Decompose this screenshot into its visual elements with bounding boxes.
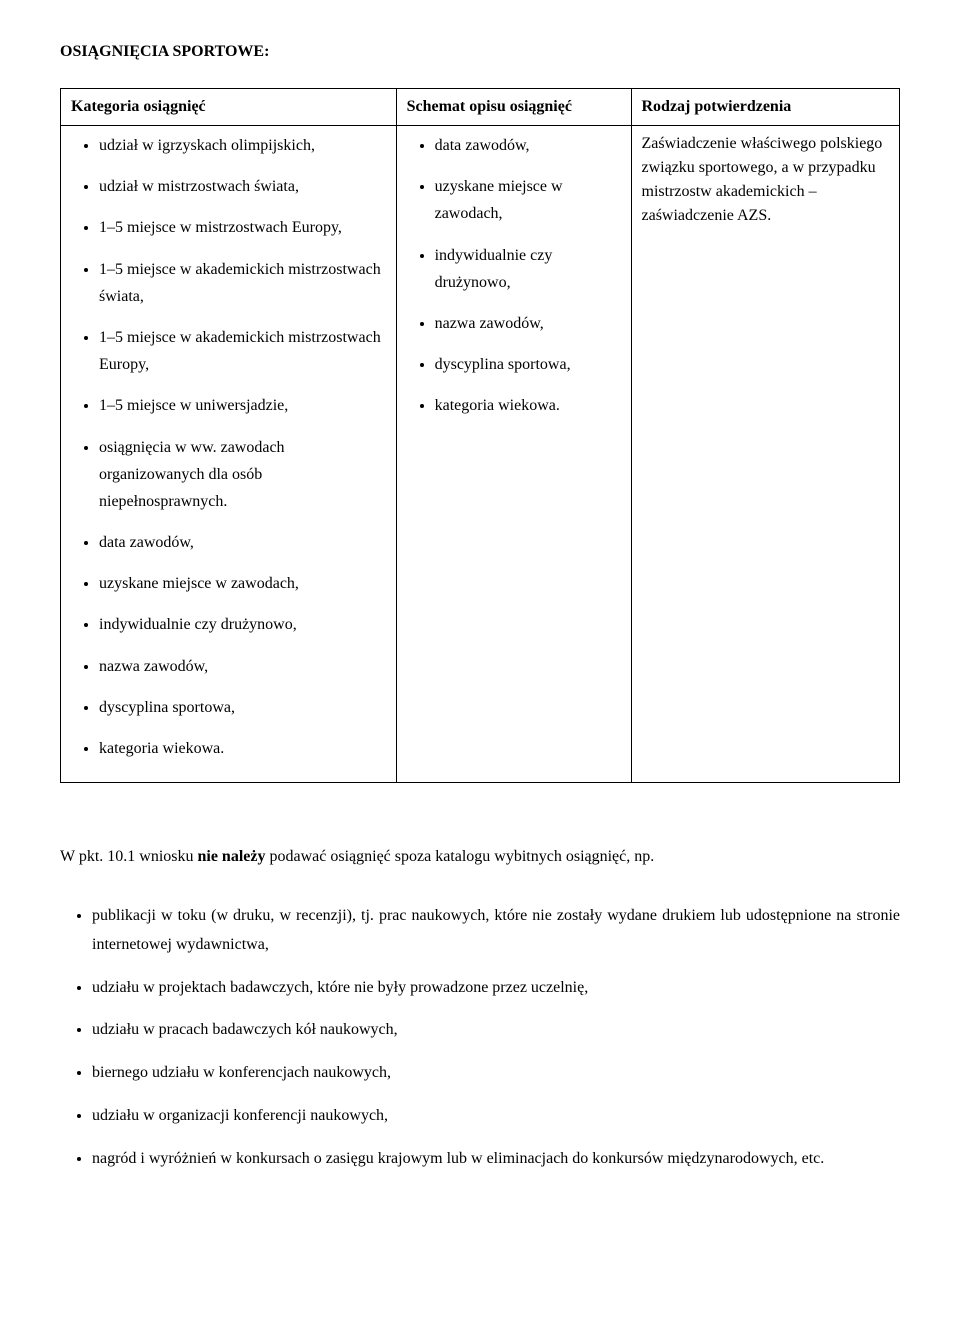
list-item: dyscyplina sportowa, [99, 694, 386, 721]
list-item: uzyskane miejsce w zawodach, [435, 173, 621, 227]
schema-list: data zawodów, uzyskane miejsce w zawodac… [407, 132, 621, 420]
list-item: osiągnięcia w ww. zawodach organizowanyc… [99, 434, 386, 516]
category-list: udział w igrzyskach olimpijskich, udział… [71, 132, 386, 762]
para-post: podawać osiągnięć spoza katalogu wybitny… [265, 848, 654, 865]
list-item: data zawodów, [99, 529, 386, 556]
list-item: indywidualnie czy drużynowo, [435, 242, 621, 296]
cell-schema: data zawodów, uzyskane miejsce w zawodac… [396, 126, 631, 783]
header-category: Kategoria osiągnięć [61, 89, 397, 126]
list-item: indywidualnie czy drużynowo, [99, 611, 386, 638]
list-item: publikacji w toku (w druku, w recenzji),… [92, 902, 900, 960]
list-item: uzyskane miejsce w zawodach, [99, 570, 386, 597]
list-item: kategoria wiekowa. [435, 392, 621, 419]
list-item: udział w igrzyskach olimpijskich, [99, 132, 386, 159]
section-heading: OSIĄGNIĘCIA SPORTOWE: [60, 40, 900, 64]
cell-confirmation: Zaświadczenie właściwego polskiego związ… [631, 126, 900, 783]
list-item: nazwa zawodów, [435, 310, 621, 337]
list-item: 1–5 miejsce w akademickich mistrzostwach… [99, 324, 386, 378]
list-item: kategoria wiekowa. [99, 735, 386, 762]
list-item: biernego udziału w konferencjach naukowy… [92, 1059, 900, 1088]
list-item: udziału w projektach badawczych, które n… [92, 974, 900, 1003]
header-confirmation: Rodzaj potwierdzenia [631, 89, 900, 126]
list-item: 1–5 miejsce w akademickich mistrzostwach… [99, 256, 386, 310]
list-item: 1–5 miejsce w mistrzostwach Europy, [99, 214, 386, 241]
list-item: nazwa zawodów, [99, 653, 386, 680]
list-item: udziału w organizacji konferencji naukow… [92, 1102, 900, 1131]
achievements-table: Kategoria osiągnięć Schemat opisu osiągn… [60, 88, 900, 783]
header-schema: Schemat opisu osiągnięć [396, 89, 631, 126]
list-item: udziału w pracach badawczych kół naukowy… [92, 1016, 900, 1045]
note-paragraph: W pkt. 10.1 wniosku nie należy podawać o… [60, 843, 900, 872]
list-item: nagród i wyróżnień w konkursach o zasięg… [92, 1145, 900, 1174]
cell-category: udział w igrzyskach olimpijskich, udział… [61, 126, 397, 783]
para-bold: nie należy [197, 848, 265, 865]
table-header-row: Kategoria osiągnięć Schemat opisu osiągn… [61, 89, 900, 126]
para-pre: W pkt. 10.1 wniosku [60, 848, 197, 865]
table-body-row: udział w igrzyskach olimpijskich, udział… [61, 126, 900, 783]
exclusions-list: publikacji w toku (w druku, w recenzji),… [60, 902, 900, 1174]
list-item: dyscyplina sportowa, [435, 351, 621, 378]
list-item: 1–5 miejsce w uniwersjadzie, [99, 392, 386, 419]
list-item: data zawodów, [435, 132, 621, 159]
list-item: udział w mistrzostwach świata, [99, 173, 386, 200]
